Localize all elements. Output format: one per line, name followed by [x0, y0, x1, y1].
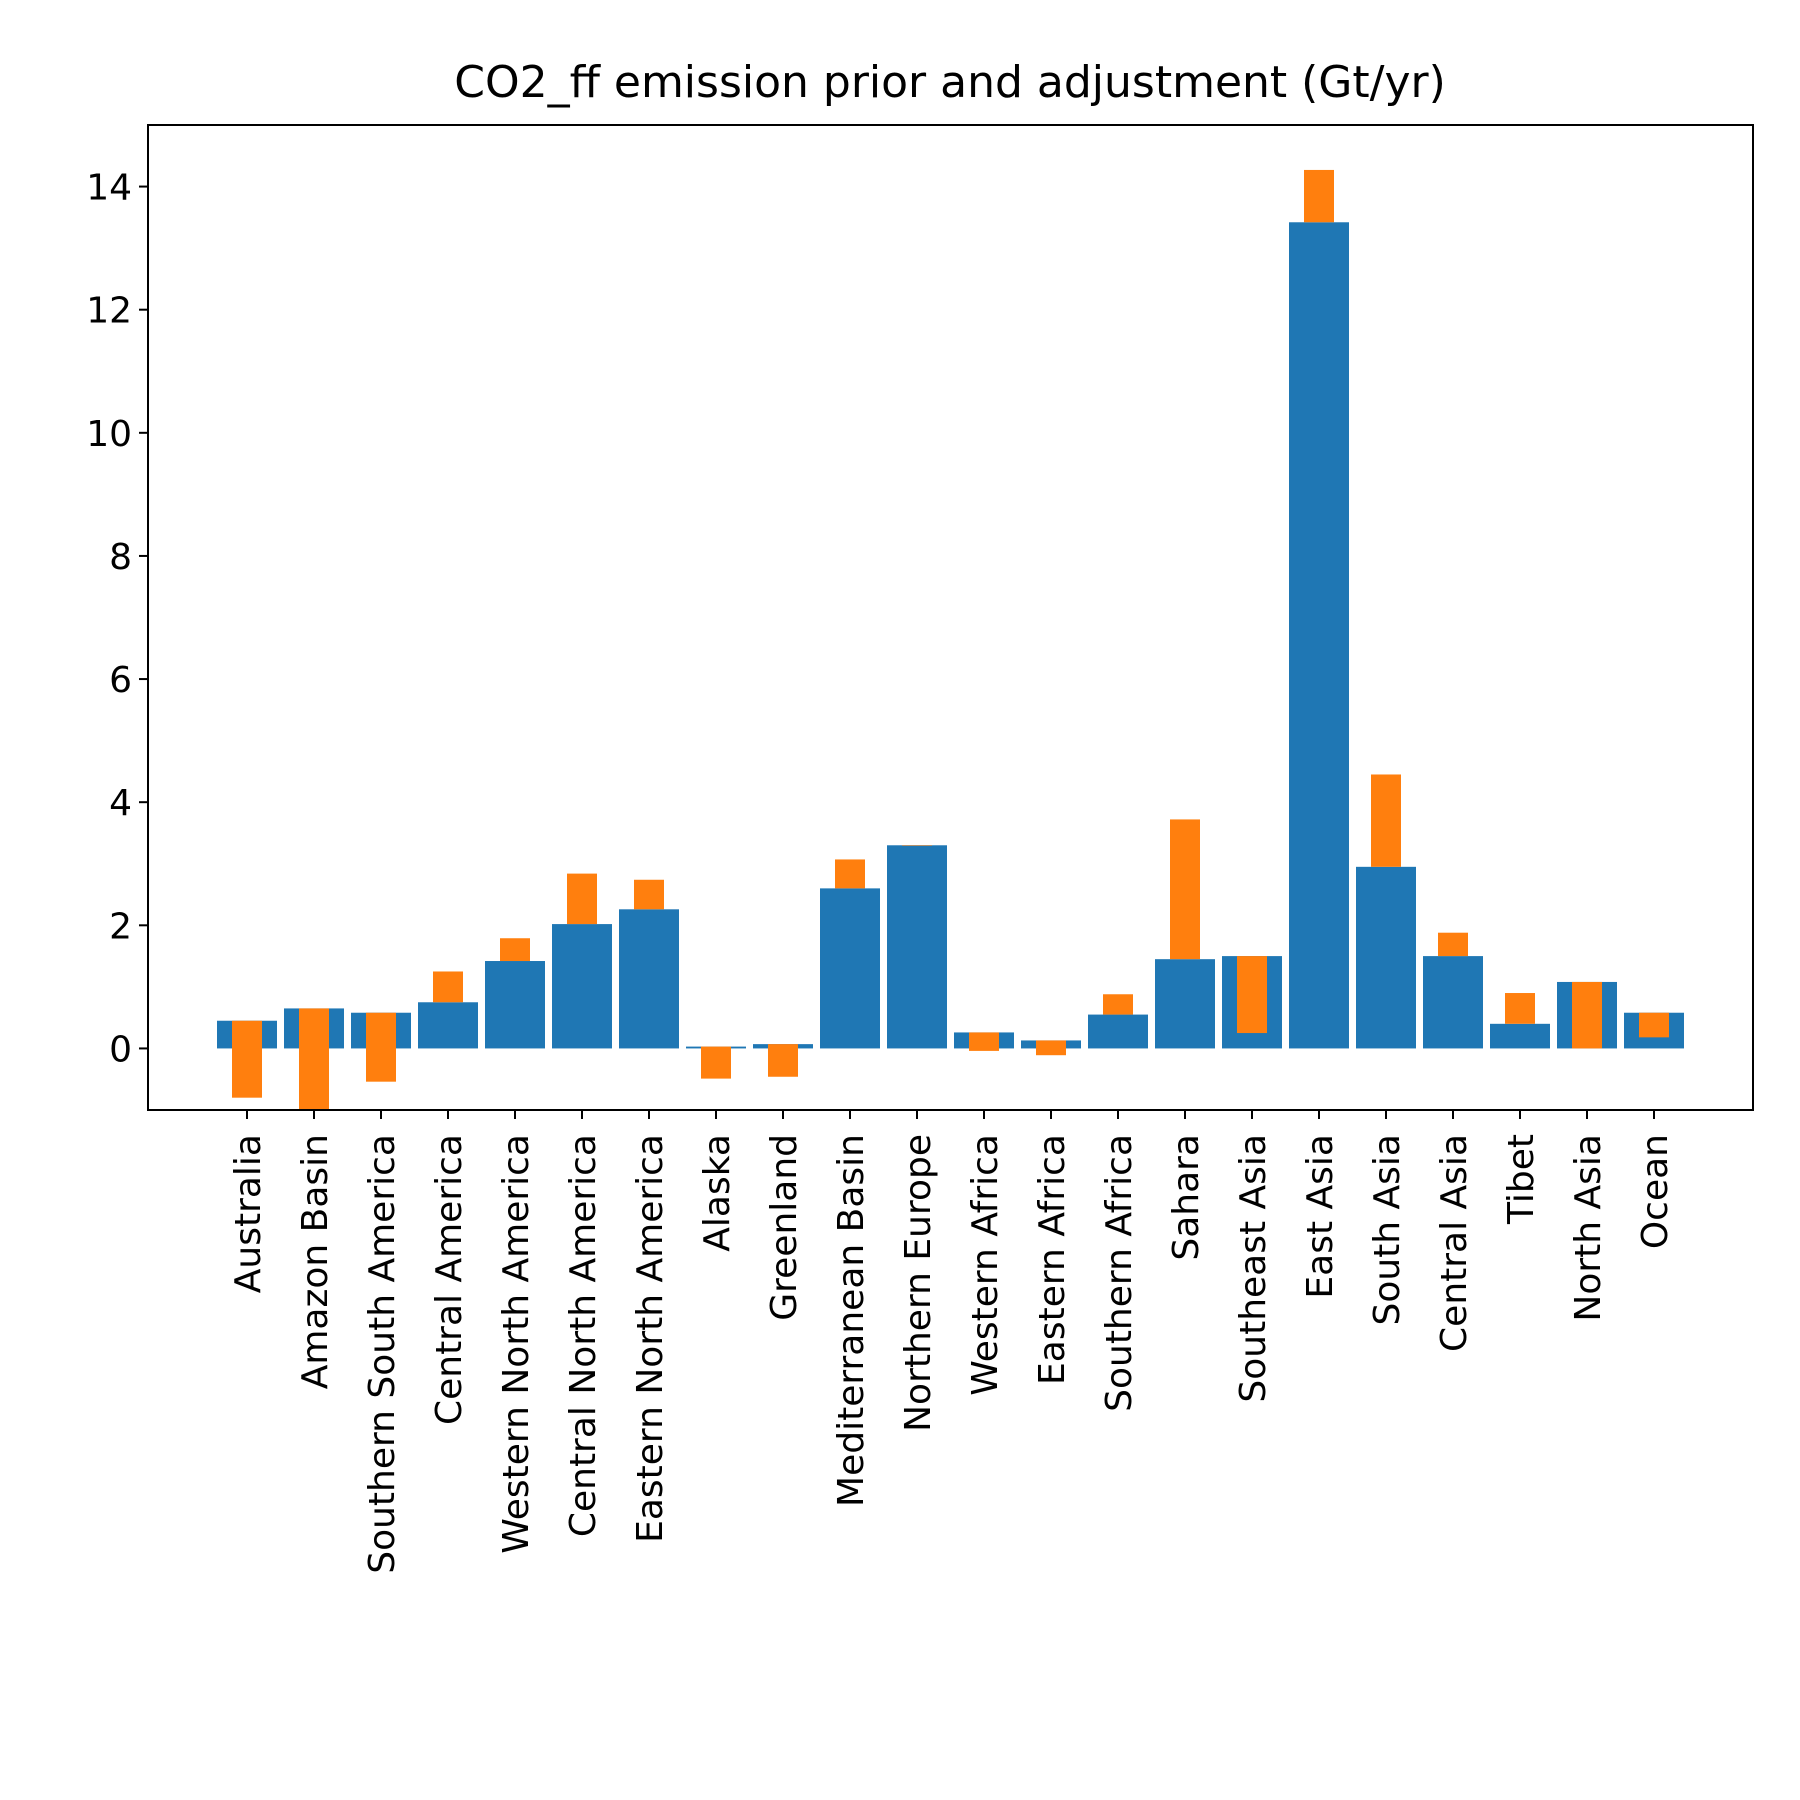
adjustment-bar	[1237, 956, 1267, 1034]
y-tick-label: 6	[109, 660, 132, 701]
x-tick-label: Eastern Africa	[1032, 1134, 1073, 1385]
prior-bar	[552, 924, 612, 1049]
adjustment-bar	[1371, 774, 1401, 867]
y-tick-label: 2	[109, 906, 132, 947]
x-tick-label: South Asia	[1367, 1134, 1408, 1326]
adjustment-bar	[366, 1012, 396, 1082]
prior-bar	[485, 961, 545, 1049]
adjustment-bar	[1639, 1012, 1669, 1038]
prior-bar	[1356, 866, 1416, 1049]
plot-frame	[147, 124, 1754, 1111]
x-tick-label: Central Asia	[1434, 1134, 1475, 1352]
y-tick-label: 10	[86, 414, 132, 455]
prior-bars	[217, 222, 1684, 1049]
y-tick-label: 0	[109, 1029, 132, 1070]
x-tick-label: Greenland	[764, 1134, 805, 1321]
y-tick-label: 12	[86, 291, 132, 332]
prior-bar	[1155, 959, 1215, 1049]
adjustment-bar	[500, 938, 530, 962]
adjustment-bar	[1170, 819, 1200, 960]
x-tick-label: East Asia	[1300, 1134, 1341, 1299]
prior-bar	[619, 909, 679, 1049]
x-tick-label: North Asia	[1568, 1134, 1609, 1322]
prior-bar	[1088, 1014, 1148, 1049]
prior-bar	[887, 845, 947, 1049]
x-tick-label: Australia	[228, 1134, 269, 1293]
y-axis: 0 2 4 6 8 10 12 14	[86, 168, 148, 1070]
x-tick-label: Northern Europe	[898, 1134, 939, 1432]
adjustment-bar	[902, 845, 932, 846]
adjustment-bar	[1103, 994, 1133, 1015]
adjustment-bars	[232, 169, 1669, 1110]
x-tick-label: Amazon Basin	[295, 1134, 336, 1389]
prior-bar	[1289, 222, 1349, 1049]
x-tick-label: Southern Africa	[1099, 1134, 1140, 1412]
adjustment-bar	[634, 879, 664, 910]
x-tick-label: Alaska	[697, 1134, 738, 1252]
adjustment-bar	[567, 873, 597, 925]
y-tick-label: 14	[86, 168, 132, 209]
chart-title: CO2_ff emission prior and adjustment (Gt…	[454, 57, 1446, 108]
x-tick-label: Sahara	[1166, 1134, 1207, 1261]
adjustment-bar	[1036, 1040, 1066, 1056]
adjustment-bar	[768, 1044, 798, 1077]
x-tick-label: Tibet	[1501, 1134, 1542, 1225]
adjustment-bar	[1572, 981, 1602, 1049]
x-tick-label: Western Africa	[965, 1134, 1006, 1396]
x-tick-label: Ocean	[1635, 1134, 1676, 1249]
prior-bar	[1423, 956, 1483, 1049]
adjustment-bar	[1505, 993, 1535, 1024]
adjustment-bar	[969, 1032, 999, 1051]
adjustment-bar	[232, 1020, 262, 1098]
x-tick-label: Southern South America	[362, 1134, 403, 1574]
x-tick-label: Southeast Asia	[1233, 1134, 1274, 1403]
prior-bar	[418, 1002, 478, 1049]
adjustment-bar	[835, 859, 865, 889]
y-tick-label: 4	[109, 783, 132, 824]
adjustment-bar	[1304, 169, 1334, 223]
x-tick-label: Eastern North America	[630, 1134, 671, 1543]
x-tick-label: Western North America	[496, 1134, 537, 1554]
y-tick-label: 8	[109, 537, 132, 578]
x-tick-label: Central North America	[563, 1134, 604, 1537]
prior-bar	[1490, 1023, 1550, 1049]
adjustment-bar	[701, 1046, 731, 1079]
x-tick-label: Mediterranean Basin	[831, 1134, 872, 1507]
adjustment-bar	[1438, 932, 1468, 957]
adjustment-bar	[299, 1008, 329, 1110]
x-tick-label: Central America	[429, 1134, 470, 1425]
adjustment-bar	[433, 971, 463, 1003]
prior-bar	[820, 888, 880, 1049]
x-axis: Australia Amazon Basin Southern South Amer…	[228, 1110, 1676, 1574]
